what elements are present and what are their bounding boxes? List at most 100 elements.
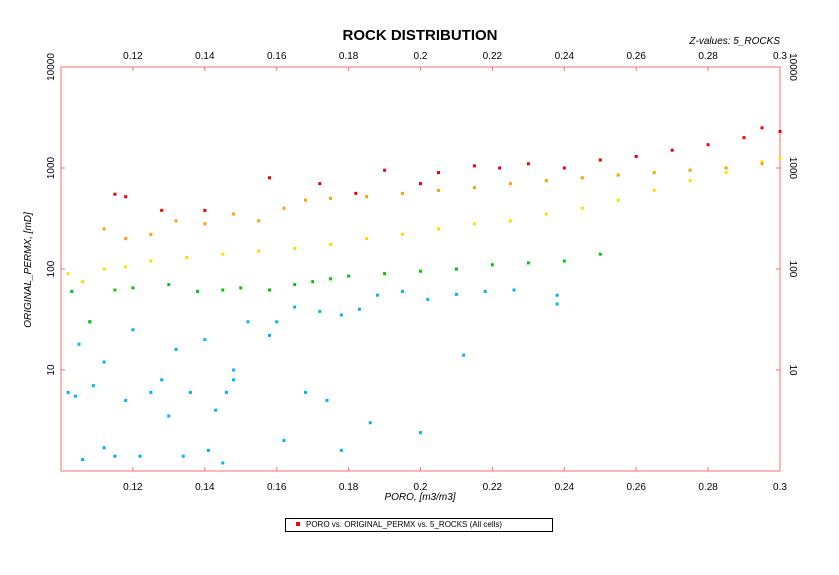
- data-point: [472, 186, 476, 190]
- x-axis-label: PORO, [m3/m3]: [384, 492, 455, 503]
- y-tick-label-right: 100: [787, 261, 798, 278]
- data-point: [483, 289, 487, 293]
- data-point: [167, 414, 171, 418]
- data-point: [102, 360, 106, 364]
- x-tick-label-top: 0.2: [414, 51, 428, 62]
- data-point: [160, 378, 164, 382]
- data-point: [91, 384, 95, 388]
- data-point: [304, 198, 307, 202]
- data-point: [512, 288, 516, 292]
- data-point: [131, 328, 135, 332]
- data-point: [174, 347, 178, 351]
- data-point: [508, 182, 512, 186]
- y-axis-label: ORIGINAL_PERMX, [mD]: [23, 212, 34, 328]
- left-y-axis: 10 100 1000 10000: [46, 53, 65, 376]
- x-tick-label-bottom: 0.24: [555, 482, 575, 493]
- data-point: [383, 168, 387, 172]
- data-point: [544, 212, 548, 216]
- data-point: [203, 338, 207, 342]
- data-point: [113, 192, 117, 196]
- data-point: [383, 272, 387, 276]
- y-tick-label-left: 100: [46, 260, 57, 277]
- data-point: [124, 265, 128, 269]
- data-point: [368, 421, 372, 425]
- data-point: [778, 130, 782, 133]
- data-point: [426, 297, 430, 301]
- data-point: [472, 222, 476, 226]
- data-point: [188, 390, 192, 394]
- x-tick-label-bottom: 0.16: [267, 482, 287, 493]
- data-point: [454, 292, 458, 296]
- data-point: [498, 166, 502, 170]
- data-point: [652, 171, 656, 175]
- data-point: [688, 179, 692, 183]
- data-point: [318, 182, 322, 186]
- data-point: [282, 206, 286, 210]
- data-point: [160, 208, 164, 212]
- data-point: [268, 288, 271, 292]
- x-tick-label-bottom: 0.22: [483, 482, 503, 493]
- data-point: [232, 368, 236, 372]
- data-point: [203, 222, 207, 226]
- x-tick-label-top: 0.18: [339, 51, 359, 62]
- data-point: [365, 237, 369, 241]
- data-point: [401, 289, 404, 293]
- data-point: [138, 454, 142, 458]
- data-point: [347, 274, 351, 278]
- x-tick-label-top: 0.14: [195, 51, 215, 62]
- data-point: [419, 431, 422, 435]
- data-point: [102, 267, 106, 271]
- data-point: [562, 259, 566, 263]
- data-point: [598, 158, 602, 162]
- data-point: [167, 283, 171, 287]
- data-point: [221, 288, 225, 292]
- x-tick-label-top: 0.12: [123, 51, 143, 62]
- top-x-axis: 0.12 0.14 0.16 0.18 0.2 0.22 0.24 0.26 0.28 0.3: [123, 51, 787, 71]
- data-point: [760, 162, 764, 166]
- data-point: [760, 160, 764, 164]
- data-point: [724, 171, 728, 175]
- data-point: [437, 227, 440, 231]
- data-point: [282, 439, 286, 443]
- data-point: [724, 166, 728, 170]
- data-point: [81, 458, 85, 461]
- legend-label: PORO vs. ORIGINAL_PERMX vs. 5_ROCKS (All…: [306, 520, 503, 529]
- data-point: [73, 394, 77, 398]
- x-tick-label-top: 0.26: [626, 51, 646, 62]
- data-point: [670, 148, 674, 152]
- x-tick-label-top: 0.16: [267, 51, 287, 62]
- data-point: [268, 333, 271, 337]
- scatter-points: [66, 126, 782, 465]
- y-tick-label-left: 10: [46, 364, 57, 376]
- data-point: [293, 246, 297, 250]
- data-point: [339, 448, 343, 452]
- data-point: [293, 283, 297, 287]
- data-point: [124, 195, 128, 199]
- x-tick-label-top: 0.28: [698, 51, 718, 62]
- data-point: [81, 280, 85, 284]
- y-tick-label-right: 1000: [787, 157, 798, 180]
- legend-marker: [296, 521, 300, 526]
- y-tick-label-right: 10000: [787, 53, 798, 81]
- data-point: [304, 390, 307, 394]
- x-tick-label-top: 0.24: [555, 51, 575, 62]
- data-point: [437, 171, 440, 175]
- bottom-x-axis: 0.12 0.14 0.16 0.18 0.2 0.22 0.24 0.26 0.28 0.3: [123, 467, 787, 493]
- data-point: [232, 378, 236, 382]
- data-point: [239, 286, 243, 290]
- data-point: [88, 320, 92, 324]
- data-point: [257, 219, 261, 223]
- data-point: [221, 252, 225, 256]
- data-point: [329, 243, 333, 246]
- data-point: [246, 320, 250, 324]
- legend: PORO vs. ORIGINAL_PERMX vs. 5_ROCKS (All…: [285, 518, 553, 532]
- data-point: [508, 219, 512, 223]
- data-point: [131, 286, 135, 290]
- data-point: [562, 166, 566, 170]
- data-point: [124, 237, 128, 241]
- data-point: [214, 408, 218, 412]
- data-point: [196, 289, 200, 293]
- y-tick-label-left: 10000: [46, 53, 57, 81]
- data-point: [275, 320, 279, 324]
- z-values-label: Z-values: 5_ROCKS: [688, 36, 780, 47]
